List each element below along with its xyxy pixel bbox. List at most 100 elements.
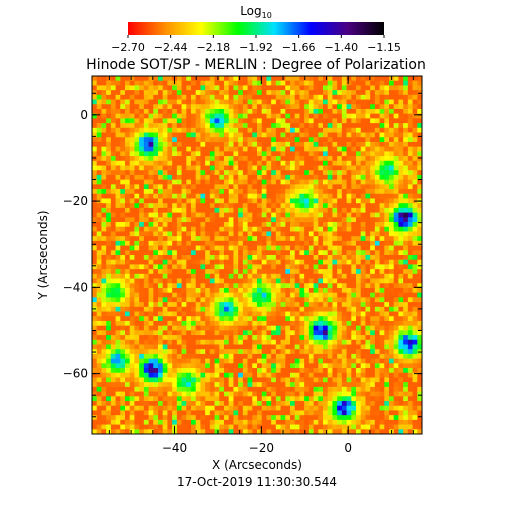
- heatmap-cell: [247, 174, 253, 181]
- heatmap-cell: [92, 396, 98, 402]
- heatmap-cell: [153, 330, 159, 336]
- heatmap-cell: [308, 386, 314, 392]
- heatmap-cell: [370, 170, 376, 176]
- heatmap-cell: [139, 80, 145, 86]
- heatmap-cell: [96, 410, 102, 416]
- heatmap-cell: [341, 283, 347, 289]
- heatmap-cell: [403, 80, 409, 86]
- heatmap-cell: [261, 382, 267, 388]
- heatmap-cell: [393, 330, 399, 336]
- heatmap-cell: [351, 137, 357, 143]
- heatmap-cell: [153, 179, 159, 185]
- heatmap-cell: [106, 193, 112, 199]
- heatmap-cell: [219, 193, 225, 199]
- heatmap-cell: [261, 179, 267, 185]
- heatmap-cell: [205, 236, 211, 242]
- heatmap-cell: [106, 339, 112, 345]
- heatmap-cell: [129, 160, 135, 166]
- heatmap-cell: [360, 240, 366, 246]
- heatmap-cell: [158, 170, 164, 176]
- heatmap-cell: [233, 311, 239, 317]
- heatmap-cell: [332, 250, 338, 256]
- heatmap-cell: [417, 113, 422, 119]
- heatmap-cell: [242, 94, 248, 100]
- heatmap-cell: [261, 283, 267, 289]
- heatmap-cell: [120, 250, 126, 256]
- heatmap-cell: [153, 174, 159, 181]
- heatmap-cell: [299, 344, 305, 350]
- heatmap-cell: [266, 141, 272, 148]
- heatmap-cell: [186, 273, 192, 279]
- heatmap-cell: [351, 339, 357, 345]
- heatmap-cell: [365, 344, 371, 350]
- heatmap-cell: [238, 118, 244, 124]
- heatmap-cell: [110, 137, 116, 143]
- heatmap-cell: [125, 231, 131, 237]
- heatmap-cell: [271, 401, 277, 407]
- heatmap-cell: [261, 170, 267, 176]
- heatmap-cell: [158, 245, 164, 251]
- heatmap-cell: [143, 358, 149, 364]
- heatmap-cell: [238, 207, 244, 213]
- heatmap-cell: [186, 353, 192, 360]
- heatmap-cell: [139, 240, 145, 246]
- heatmap-cell: [115, 132, 121, 138]
- heatmap-cell: [384, 141, 390, 148]
- heatmap-cell: [120, 344, 126, 350]
- heatmap-cell: [323, 193, 329, 199]
- heatmap-cell: [337, 335, 343, 341]
- heatmap-cell: [313, 217, 319, 223]
- heatmap-cell: [346, 278, 352, 284]
- heatmap-cell: [374, 245, 380, 251]
- heatmap-cell: [224, 320, 230, 327]
- heatmap-cell: [101, 368, 107, 374]
- heatmap-cell: [209, 377, 215, 383]
- heatmap-cell: [148, 259, 154, 265]
- heatmap-cell: [294, 231, 300, 237]
- heatmap-cell: [417, 240, 422, 246]
- heatmap-cell: [370, 269, 376, 275]
- heatmap-cell: [125, 76, 131, 82]
- heatmap-cell: [275, 222, 281, 228]
- heatmap-cell: [228, 339, 234, 345]
- heatmap-cell: [191, 377, 197, 383]
- heatmap-cell: [110, 174, 116, 181]
- heatmap-cell: [129, 302, 135, 308]
- heatmap-cell: [92, 76, 98, 82]
- heatmap-cell: [106, 368, 112, 374]
- heatmap-cell: [318, 184, 324, 190]
- heatmap-cell: [172, 123, 178, 129]
- heatmap-cell: [308, 259, 314, 265]
- heatmap-cell: [139, 273, 145, 279]
- heatmap-cell: [172, 141, 178, 148]
- heatmap-cell: [332, 174, 338, 181]
- heatmap-cell: [313, 278, 319, 284]
- heatmap-cell: [148, 174, 154, 181]
- heatmap-cell: [318, 127, 324, 133]
- heatmap-cell: [365, 316, 371, 322]
- heatmap-cell: [393, 245, 399, 251]
- heatmap-cell: [327, 316, 333, 322]
- heatmap-cell: [384, 108, 390, 115]
- heatmap-cell: [327, 184, 333, 190]
- heatmap-cell: [323, 226, 329, 232]
- heatmap-cell: [275, 259, 281, 265]
- heatmap-cell: [172, 226, 178, 232]
- heatmap-cell: [205, 311, 211, 317]
- heatmap-cell: [398, 259, 404, 265]
- heatmap-cell: [186, 396, 192, 402]
- heatmap-cell: [360, 207, 366, 213]
- heatmap-cell: [398, 368, 404, 374]
- heatmap-cell: [96, 207, 102, 213]
- heatmap-cell: [403, 363, 409, 369]
- heatmap-cell: [110, 179, 116, 185]
- heatmap-cell: [323, 165, 329, 171]
- heatmap-cell: [191, 363, 197, 369]
- heatmap-cell: [290, 193, 296, 199]
- heatmap-cell: [384, 198, 390, 204]
- heatmap-cell: [403, 306, 409, 312]
- heatmap-cell: [332, 245, 338, 251]
- heatmap-cell: [205, 269, 211, 275]
- heatmap-cell: [153, 363, 159, 369]
- heatmap-cell: [337, 339, 343, 345]
